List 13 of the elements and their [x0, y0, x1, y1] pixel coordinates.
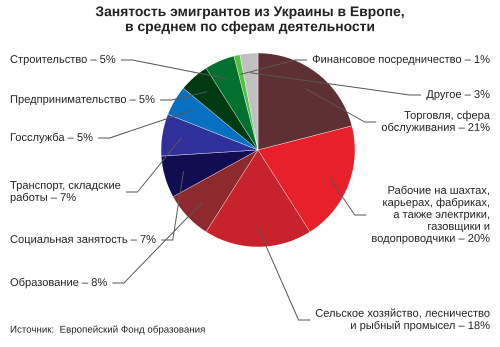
slice-label: Рабочие на шахтах, карьерах, фабриках, а также электрики, газовщики и водопроводчики – 20%: [372, 186, 490, 244]
slice-label: Торговля, сфера обслуживания – 21%: [382, 110, 490, 134]
slice-label: Образование – 8%: [10, 278, 107, 288]
slice-label: Госслужба – 5%: [10, 132, 93, 144]
slice-label: Социальная занятость – 7%: [10, 235, 156, 246]
slice-label: Финансовое посредничество – 1%: [312, 55, 490, 66]
slice-label: Другое – 3%: [426, 90, 490, 100]
chart-title: Занятость эмигрантов из Украины в Европе, в среднем по сферам деятельности: [96, 6, 404, 34]
slice-label: Предпринимательство – 5%: [10, 95, 155, 106]
text: Источник: Европейский Фонд образования: [10, 325, 205, 335]
slice-label: Сельское хозяйство, лесничество и рыбный промысел – 18%: [316, 308, 490, 332]
slice-label: Транспорт, складские работы – 7%: [10, 181, 120, 204]
slice-label: Строительство – 5%: [10, 55, 116, 66]
